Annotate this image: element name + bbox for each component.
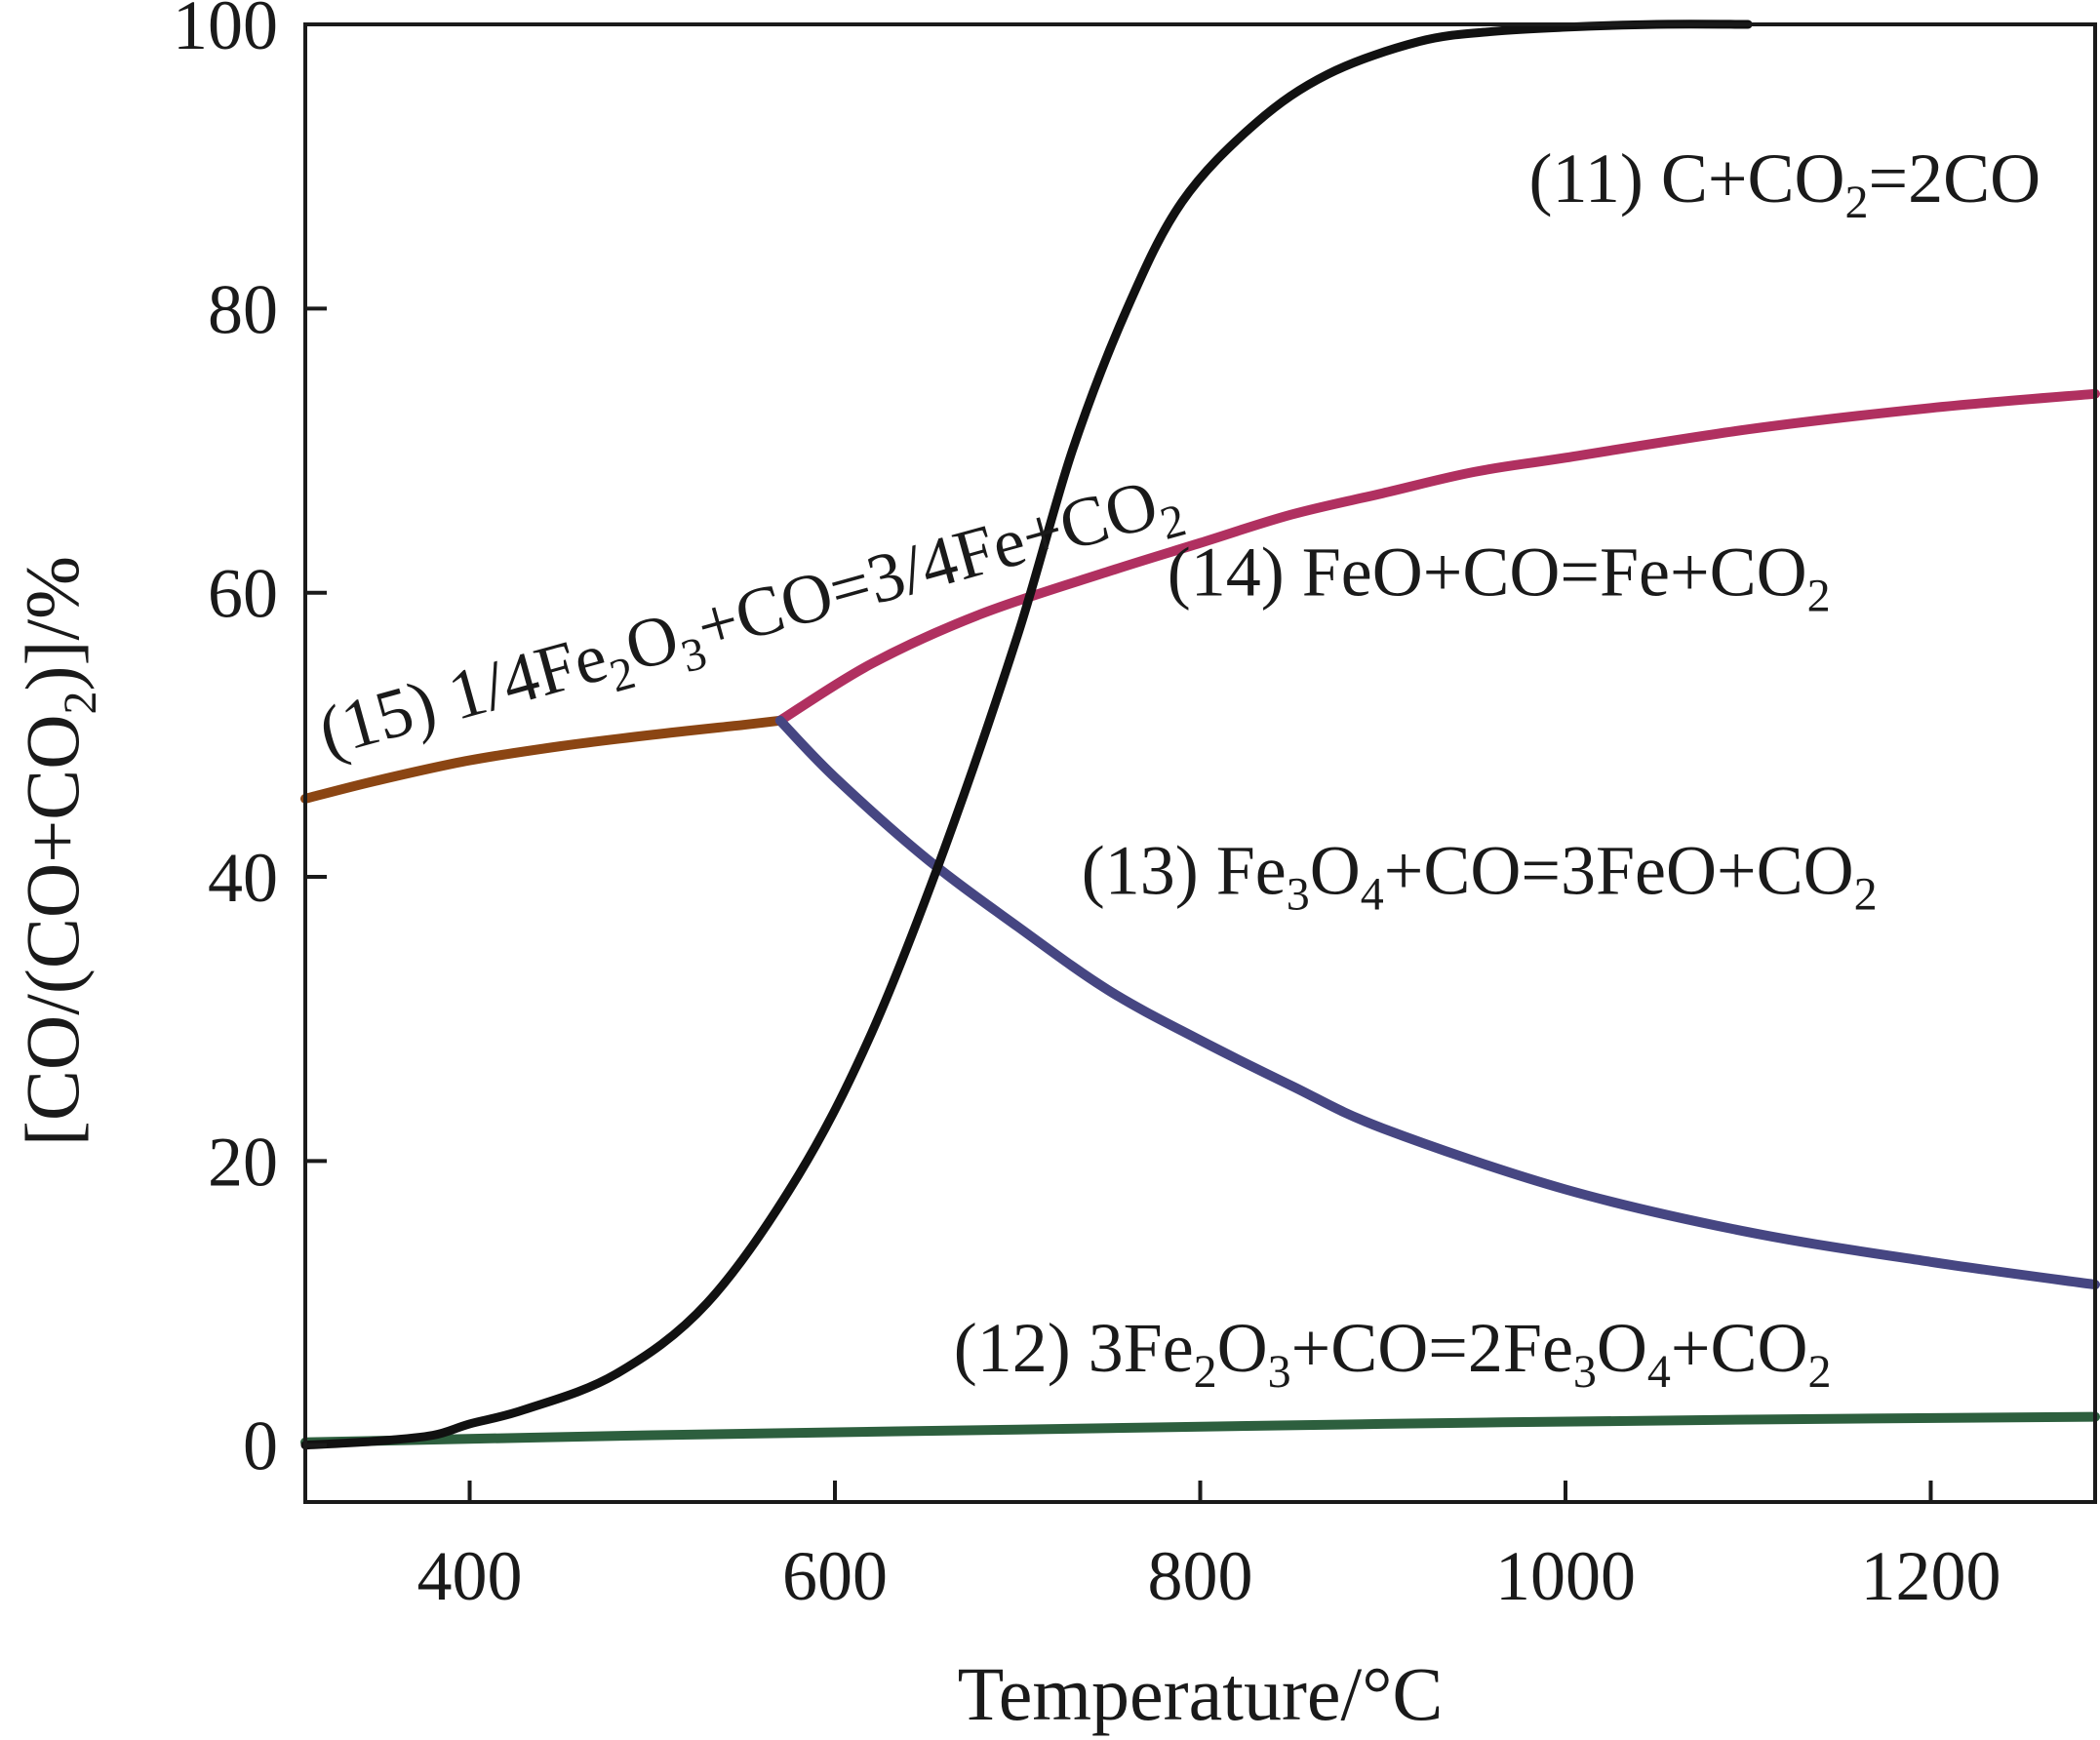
x-axis-title: Temperature/°C — [958, 1651, 1444, 1736]
y-tick-label: 20 — [208, 1123, 278, 1201]
y-tick-label: 40 — [208, 839, 278, 917]
series-line-r15 — [300, 715, 785, 804]
y-tick-label: 80 — [208, 270, 278, 348]
series-label-r14: (14) FeO+CO=Fe+CO2 — [1168, 534, 1831, 622]
y-tick-label: 60 — [208, 555, 278, 633]
series-label-r13: (13) Fe3O4+CO=3FeO+CO2 — [1082, 832, 1878, 921]
y-tick-label: 0 — [243, 1407, 278, 1485]
series-line-r14 — [774, 388, 2100, 726]
series-label-r11: (11) C+CO2=2CO — [1529, 139, 2041, 228]
tick-layer: 400 600 800 1000 1200 0 20 40 60 80 100 — [173, 0, 2001, 1615]
y-axis-title: [CO/(CO+CO2)]/% — [10, 556, 106, 1146]
x-tick-label: 400 — [417, 1537, 523, 1615]
series-line-r11 — [300, 20, 1753, 1450]
x-tick-label: 1000 — [1495, 1537, 1636, 1615]
series-line-r13 — [774, 715, 2100, 1290]
x-tick-label: 800 — [1148, 1537, 1253, 1615]
x-tick-label: 1200 — [1860, 1537, 2001, 1615]
series-line-r12 — [300, 1411, 2100, 1447]
series-label-r12: (12) 3Fe2O3+CO=2Fe3O4+CO2 — [954, 1309, 1832, 1398]
y-tick-label: 100 — [173, 0, 278, 64]
x-tick-label: 600 — [782, 1537, 888, 1615]
series-layer — [300, 20, 2100, 1450]
